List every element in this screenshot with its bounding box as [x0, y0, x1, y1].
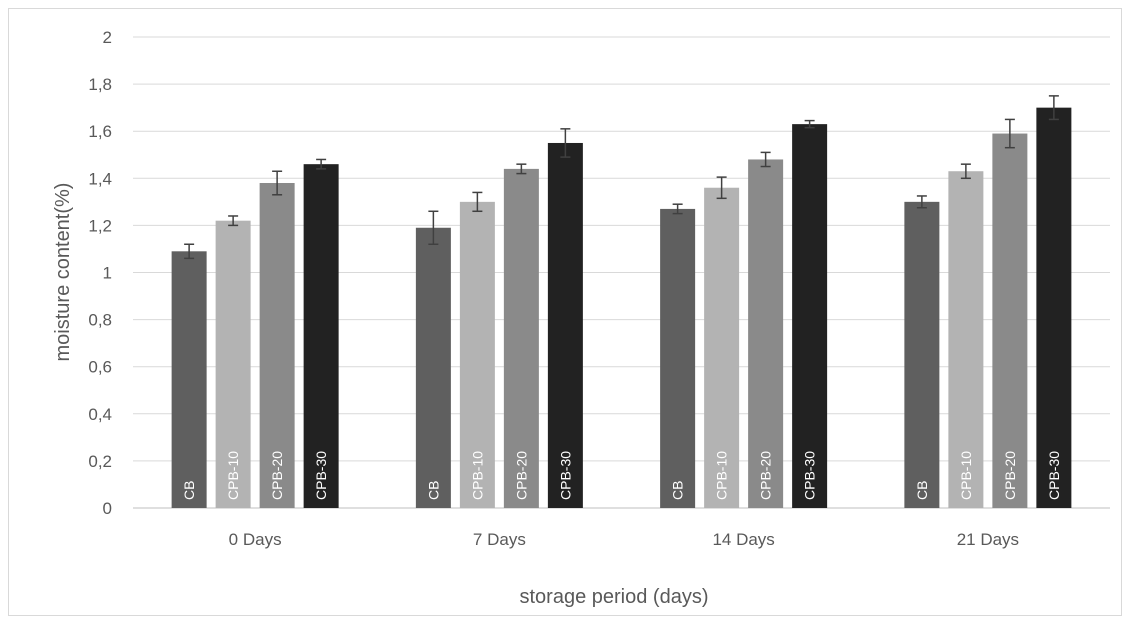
- bar-series-label: CPB-30: [1046, 451, 1062, 500]
- bar: [415, 227, 451, 508]
- x-tick-label: 21 Days: [957, 530, 1019, 549]
- bar: [748, 159, 784, 508]
- bar-series-label: CPB-20: [513, 451, 529, 500]
- x-tick-label: 7 Days: [473, 530, 526, 549]
- x-tick-label: 0 Days: [229, 530, 282, 549]
- bar-series-label: CPB-20: [758, 451, 774, 500]
- y-tick-label: 0,4: [88, 405, 112, 424]
- x-axis-title: storage period (days): [520, 586, 709, 608]
- y-tick-label: 1,4: [88, 169, 112, 188]
- bar-series-label: CPB-10: [469, 451, 485, 500]
- gridlines: [133, 36, 1110, 509]
- bar: [547, 142, 583, 508]
- y-tick-label: 0,8: [88, 311, 112, 330]
- bar-series-label: CB: [914, 481, 930, 500]
- y-axis-ticks: 0 0,2 0,4 0,6 0,8 1 1,2 1,4 1,6 1,8 2: [88, 28, 112, 518]
- bar: [948, 171, 984, 509]
- bar: [215, 220, 251, 508]
- bar-series-label: CPB-30: [313, 451, 329, 500]
- bar-series-label: CPB-20: [269, 451, 285, 500]
- bar: [459, 201, 495, 508]
- bar: [704, 187, 740, 508]
- bar: [503, 168, 539, 508]
- bar: [1036, 107, 1072, 509]
- y-tick-label: 1,8: [88, 75, 112, 94]
- bar-series-label: CPB-30: [802, 451, 818, 500]
- bar: [660, 208, 696, 509]
- bar: [259, 183, 295, 508]
- bar-series-label: CPB-20: [1002, 451, 1018, 500]
- bar-series-label: CPB-10: [714, 451, 730, 500]
- bar-series-label: CPB-10: [225, 451, 241, 500]
- bar-series-label: CPB-10: [958, 451, 974, 500]
- y-tick-label: 2: [103, 28, 112, 47]
- bar: [904, 201, 940, 508]
- y-tick-label: 1: [103, 264, 112, 283]
- bar-series-label: CB: [670, 481, 686, 500]
- bar: [992, 133, 1028, 508]
- y-tick-label: 1,6: [88, 122, 112, 141]
- y-tick-label: 0,2: [88, 452, 112, 471]
- y-tick-label: 1,2: [88, 216, 112, 235]
- y-tick-label: 0: [103, 499, 112, 518]
- bar: [792, 124, 828, 508]
- bar-series-label: CB: [425, 481, 441, 500]
- bar-series-label: CB: [181, 481, 197, 500]
- bar: [303, 164, 339, 509]
- x-axis-ticks: 0 Days 7 Days 14 Days 21 Days: [229, 530, 1019, 549]
- bar-series-label: CPB-30: [557, 451, 573, 500]
- x-tick-label: 14 Days: [712, 530, 774, 549]
- y-tick-label: 0,6: [88, 358, 112, 377]
- y-axis-title: moisture content(%): [52, 183, 74, 362]
- bar: [171, 251, 207, 508]
- bars: CB CPB-10 CPB-20 CPB-30 CB CPB-10 CPB-20 CPB-30…: [171, 95, 1072, 509]
